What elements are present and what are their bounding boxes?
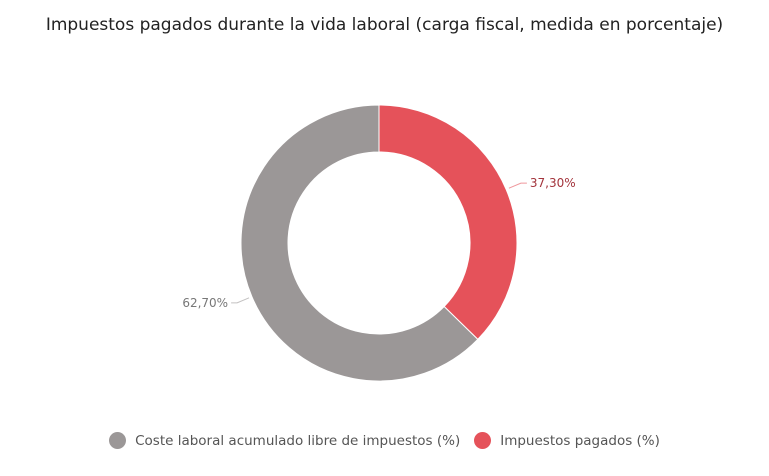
legend-swatch-icon <box>474 432 492 449</box>
legend-item-impuestos[interactable]: Impuestos pagados (%) <box>474 432 660 449</box>
chart-title: Impuestos pagados durante la vida labora… <box>45 15 724 35</box>
legend: Coste laboral acumulado libre de impuest… <box>0 432 769 449</box>
legend-swatch-icon <box>109 432 127 449</box>
label-leader-line <box>508 182 527 189</box>
legend-item-coste[interactable]: Coste laboral acumulado libre de impuest… <box>109 432 460 449</box>
label-leader-line <box>231 297 250 304</box>
data-label: 62,70% <box>182 296 228 310</box>
legend-label: Impuestos pagados (%) <box>500 432 660 449</box>
donut-slice-1[interactable] <box>240 104 479 382</box>
legend-label: Coste laboral acumulado libre de impuest… <box>135 432 461 449</box>
data-label: 37,30% <box>530 176 576 190</box>
donut-slice-0[interactable] <box>378 104 518 341</box>
